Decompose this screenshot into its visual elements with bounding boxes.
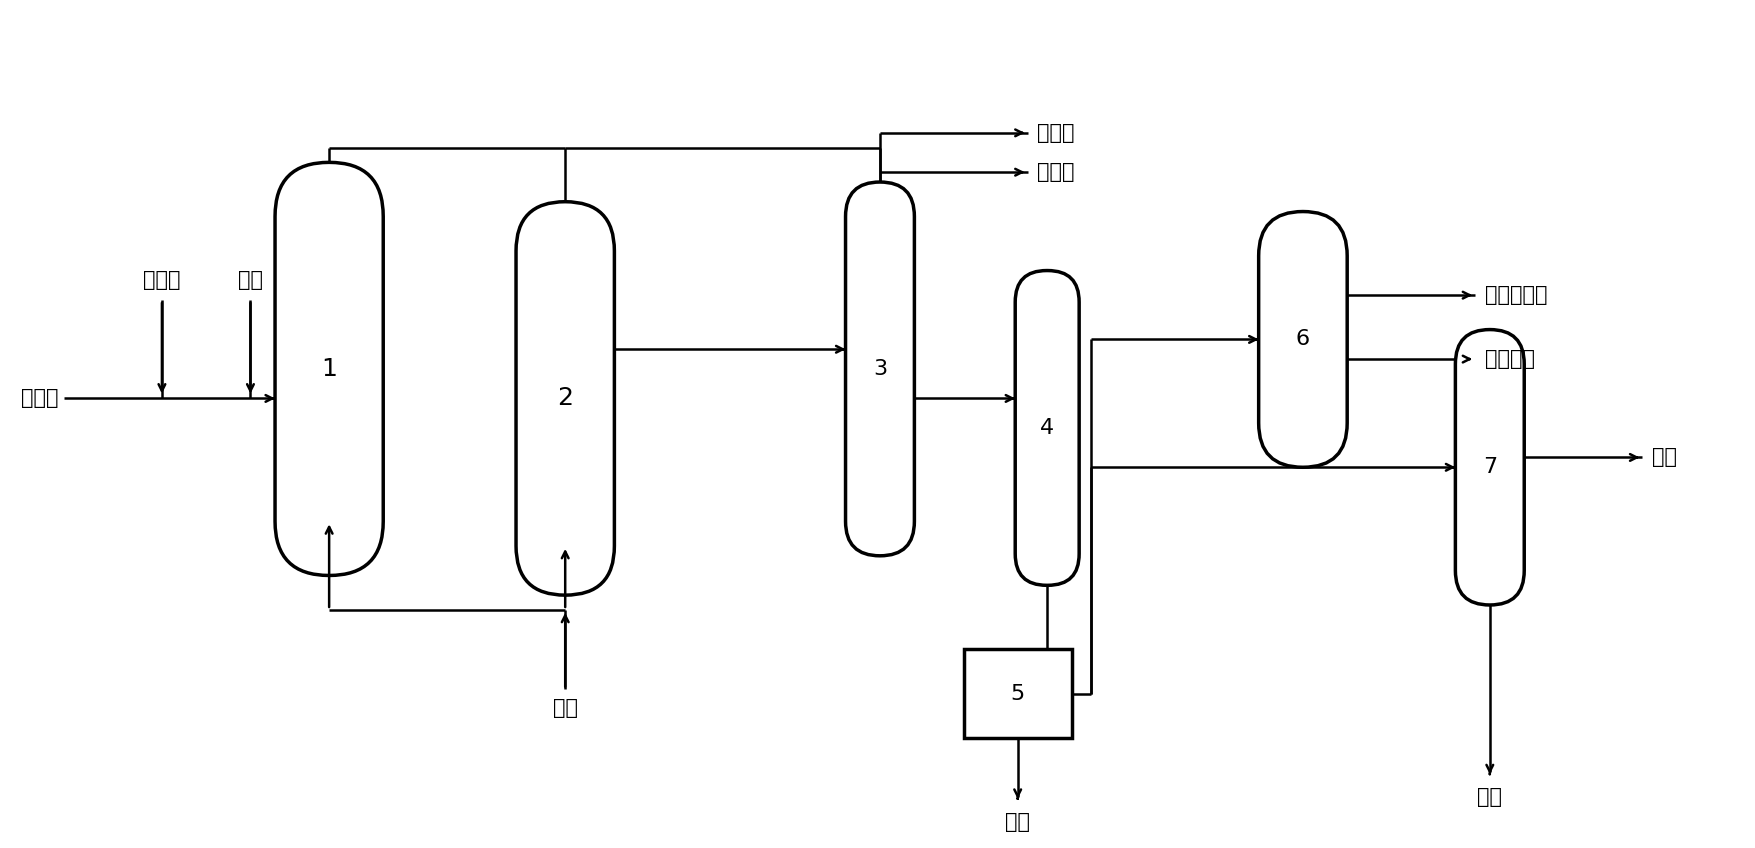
Text: 石脑油馏分: 石脑油馏分 — [1485, 285, 1546, 305]
Text: 固渣: 固渣 — [1004, 812, 1030, 832]
Text: 蜡油: 蜡油 — [1651, 448, 1676, 467]
FancyBboxPatch shape — [276, 162, 383, 576]
Text: 2: 2 — [556, 387, 572, 410]
FancyBboxPatch shape — [1014, 271, 1079, 585]
FancyBboxPatch shape — [846, 182, 914, 555]
Text: 原料油: 原料油 — [21, 388, 58, 409]
Text: 尾油: 尾油 — [1476, 787, 1502, 807]
Text: 氢气: 氢气 — [239, 271, 263, 290]
FancyBboxPatch shape — [1258, 211, 1346, 467]
Text: 5: 5 — [1009, 683, 1025, 704]
Text: 1: 1 — [321, 357, 337, 381]
Bar — [963, 650, 1071, 738]
Text: 4: 4 — [1039, 418, 1053, 438]
FancyBboxPatch shape — [516, 202, 614, 595]
Text: 催化剂: 催化剂 — [144, 271, 181, 290]
Text: 高分气: 高分气 — [1037, 123, 1074, 142]
Text: 柴油馏分: 柴油馏分 — [1485, 349, 1534, 369]
Text: 3: 3 — [872, 359, 886, 379]
Text: 氢气: 氢气 — [553, 699, 577, 718]
FancyBboxPatch shape — [1455, 330, 1523, 605]
Text: 低分气: 低分气 — [1037, 162, 1074, 182]
Text: 7: 7 — [1481, 457, 1495, 477]
Text: 6: 6 — [1295, 329, 1309, 349]
